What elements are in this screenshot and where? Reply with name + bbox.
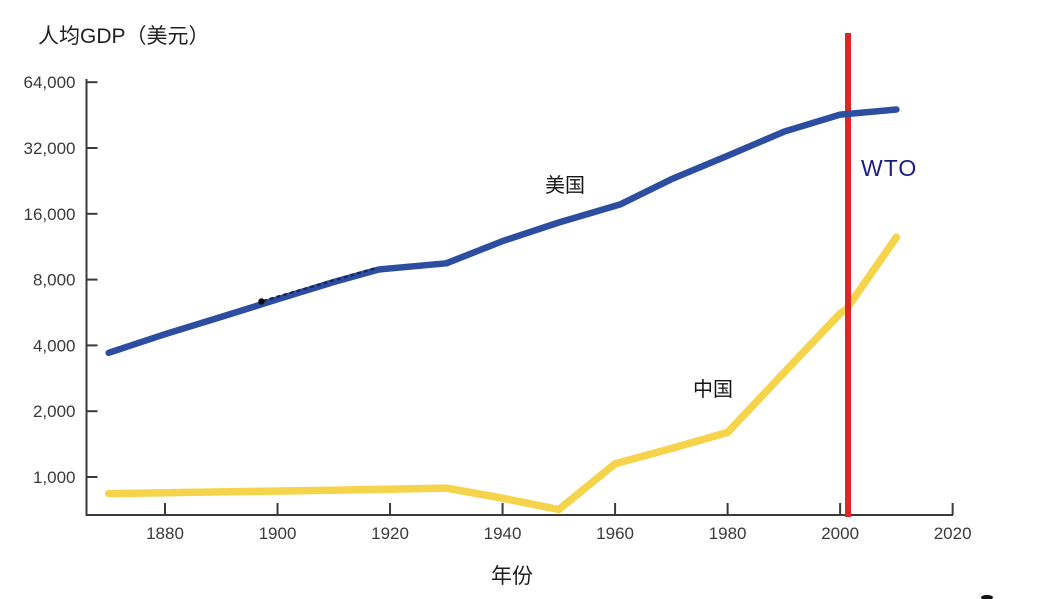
chart-title: 人均GDP（美元）	[38, 25, 210, 48]
y-tick-label: 8,000	[33, 271, 76, 290]
x-tick-label: 1940	[484, 524, 522, 543]
y-tick-label: 4,000	[33, 336, 76, 355]
x-tick-label: 2020	[934, 524, 972, 543]
dashed-overlay-artifact	[262, 266, 377, 303]
china-series-label: 中国	[693, 378, 733, 401]
x-tick-label: 2000	[821, 524, 859, 543]
us-series-label: 美国	[545, 174, 585, 197]
x-tick-label: 1880	[146, 524, 184, 543]
y-tick-label: 64,000	[24, 73, 76, 92]
y-tick-label: 32,000	[24, 139, 76, 158]
x-tick-label: 1920	[371, 524, 409, 543]
x-axis-title: 年份	[491, 565, 533, 588]
us-gdp-line	[105, 106, 900, 357]
y-tick-label: 2,000	[33, 402, 76, 421]
wto-label: WTO	[861, 155, 917, 181]
x-tick-label: 1900	[259, 524, 297, 543]
bottom-right-artifact	[981, 595, 993, 599]
y-tick-label: 16,000	[24, 205, 76, 224]
x-tick-label: 1960	[596, 524, 634, 543]
y-tick-label: 1,000	[33, 468, 76, 487]
blue-line-dot-artifact	[258, 298, 265, 305]
china-gdp-line	[104, 233, 901, 514]
x-tick-label: 1980	[709, 524, 747, 543]
